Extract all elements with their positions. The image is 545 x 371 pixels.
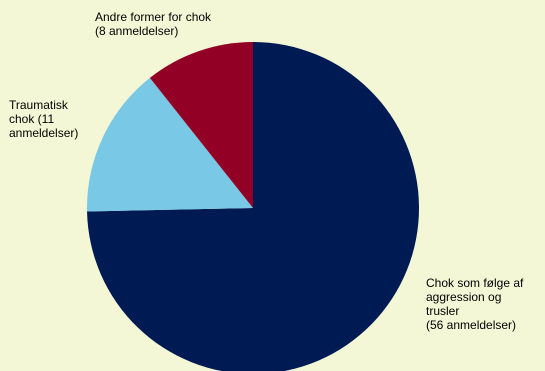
slice-label-aggression-line-3: trusler <box>426 304 460 318</box>
slice-label-aggression-line-1: Chok som følge af <box>426 276 524 290</box>
slice-label-aggression: Chok som følge af aggression og trusler … <box>426 276 523 332</box>
slice-label-traumatic-line-2: chok (11 <box>9 112 55 126</box>
slice-label-aggression-line-2: aggression og <box>426 290 502 304</box>
pie-slice-traumatic <box>87 77 253 212</box>
slice-label-other-line-1: Andre former for chok <box>95 10 212 24</box>
slice-label-aggression-line-4: (56 anmeldelser) <box>426 318 517 332</box>
slice-label-other: Andre former for chok (8 anmeldelser) <box>95 10 211 38</box>
pie-slice-aggression <box>87 42 419 371</box>
slice-label-traumatic: Traumatisk chok (11 anmeldelser) <box>9 98 78 140</box>
pie-slice-other <box>149 42 253 208</box>
slice-label-traumatic-line-1: Traumatisk <box>9 98 68 112</box>
slice-label-other-line-2: (8 anmeldelser) <box>95 24 179 38</box>
slice-label-traumatic-line-3: anmeldelser) <box>9 126 79 140</box>
pie-slices <box>87 42 419 371</box>
